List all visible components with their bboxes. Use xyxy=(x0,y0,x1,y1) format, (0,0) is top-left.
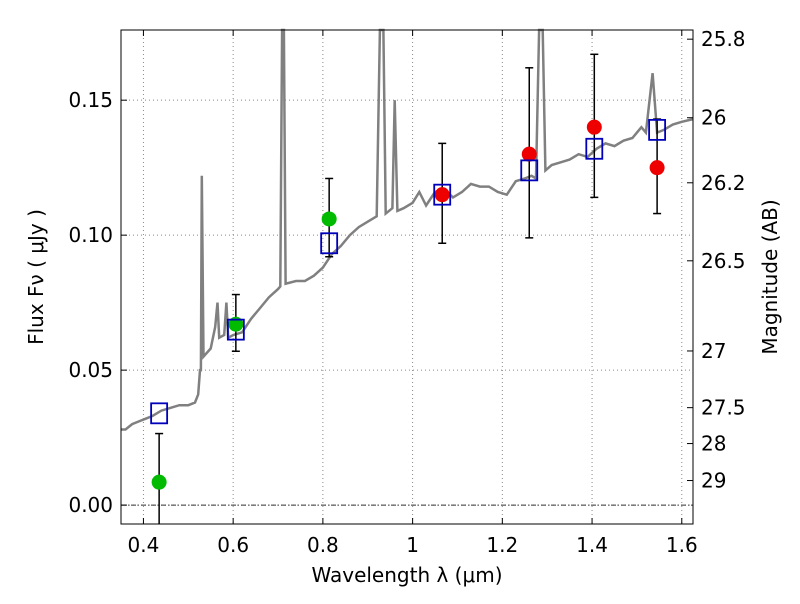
y-tick-label: 0.15 xyxy=(68,88,113,112)
model-square-marker xyxy=(150,402,169,425)
x-axis-ticks: 0.4 0.6 0.8 1 1.2 1.4 1.6 xyxy=(128,30,698,557)
right-axis-label: Magnitude (AB) xyxy=(758,199,782,354)
x-tick-label: 0.6 xyxy=(217,533,249,557)
plot-frame xyxy=(120,29,694,525)
right-tick-label: 25.8 xyxy=(701,27,746,51)
right-tick-label: 28 xyxy=(701,432,726,456)
right-tick-label: 27 xyxy=(701,339,726,363)
right-axis-ticks: 25.8 26 26.2 26.5 27 27.5 28 29 xyxy=(687,27,746,493)
green-data-point xyxy=(321,211,337,227)
model-square-marker xyxy=(648,118,667,141)
red-data-point xyxy=(434,187,450,203)
model-square-marker xyxy=(226,318,245,341)
grid xyxy=(121,30,693,524)
model-square-marker xyxy=(320,232,339,255)
x-axis-label: Wavelength λ (μm) xyxy=(311,563,502,587)
y-tick-label: 0.10 xyxy=(68,223,113,247)
y-tick-label: 0.00 xyxy=(68,493,113,517)
x-tick-label: 0.8 xyxy=(307,533,339,557)
right-tick-label: 26.5 xyxy=(701,249,746,273)
plot-background xyxy=(121,30,693,524)
y-tick-label: 0.05 xyxy=(68,358,113,382)
y-axis-label: Flux Fν ( μJy ) xyxy=(24,209,48,345)
model-square-marker xyxy=(433,183,452,206)
right-tick-label: 26.2 xyxy=(701,171,746,195)
y-axis-ticks: 0.00 0.05 0.10 0.15 xyxy=(68,88,127,517)
x-tick-label: 0.4 xyxy=(128,533,160,557)
x-tick-label: 1.2 xyxy=(486,533,518,557)
x-tick-label: 1.4 xyxy=(576,533,608,557)
x-tick-label: 1.6 xyxy=(666,533,698,557)
right-tick-label: 29 xyxy=(701,469,726,493)
model-square-marker xyxy=(520,159,539,182)
green-data-point xyxy=(151,474,167,490)
markers xyxy=(150,118,667,490)
x-tick-label: 1 xyxy=(406,533,419,557)
right-tick-label: 26 xyxy=(701,106,726,130)
model-square-marker xyxy=(585,137,604,160)
red-data-point xyxy=(521,146,537,162)
red-data-point xyxy=(586,119,602,135)
red-data-point xyxy=(649,160,665,176)
right-tick-label: 27.5 xyxy=(701,396,746,420)
